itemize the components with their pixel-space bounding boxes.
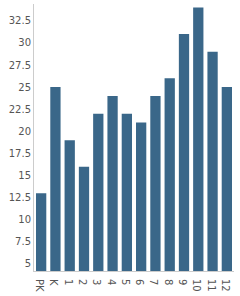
svg-text:7: 7 bbox=[148, 279, 159, 285]
svg-text:12.5: 12.5 bbox=[9, 192, 31, 203]
svg-text:1: 1 bbox=[63, 279, 74, 285]
svg-text:8: 8 bbox=[163, 279, 174, 285]
svg-text:17.5: 17.5 bbox=[9, 148, 31, 159]
svg-text:27.5: 27.5 bbox=[9, 60, 31, 71]
svg-text:10: 10 bbox=[191, 279, 202, 292]
svg-text:11: 11 bbox=[206, 279, 217, 292]
svg-text:32.5: 32.5 bbox=[9, 15, 31, 26]
svg-text:22.5: 22.5 bbox=[9, 104, 31, 115]
svg-text:2: 2 bbox=[77, 279, 88, 285]
svg-text:30: 30 bbox=[18, 37, 31, 48]
svg-text:4: 4 bbox=[106, 279, 117, 285]
svg-text:6: 6 bbox=[134, 279, 145, 285]
svg-text:PK: PK bbox=[34, 279, 45, 292]
svg-text:25: 25 bbox=[18, 82, 31, 93]
svg-text:12: 12 bbox=[220, 279, 231, 292]
svg-text:9: 9 bbox=[177, 279, 188, 285]
svg-text:7.5: 7.5 bbox=[15, 236, 31, 247]
svg-text:5: 5 bbox=[25, 258, 31, 269]
svg-text:3: 3 bbox=[91, 279, 102, 285]
svg-text:15: 15 bbox=[18, 170, 31, 181]
svg-text:10: 10 bbox=[18, 214, 31, 225]
svg-text:20: 20 bbox=[18, 126, 31, 137]
svg-text:K: K bbox=[48, 279, 59, 286]
svg-text:5: 5 bbox=[120, 279, 131, 285]
